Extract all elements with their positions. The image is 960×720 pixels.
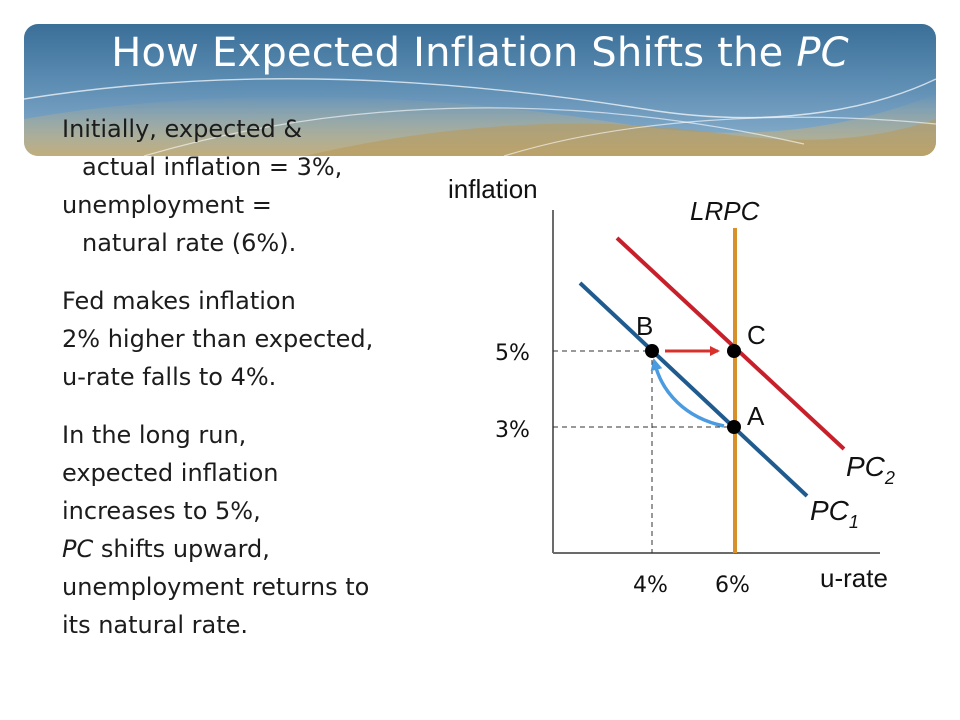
- para1-line1: Initially, expected &: [62, 115, 303, 143]
- banner-decoration: [24, 78, 936, 156]
- point-c-label: C: [747, 320, 766, 350]
- y-axis-label: inflation: [448, 174, 538, 204]
- phillips-curve-diagram: inflation u-rate LRPC PC2 PC1 B C A 5% 3…: [448, 174, 895, 598]
- point-b-dot: [645, 344, 659, 358]
- para2-line3: u-rate falls to 4%.: [62, 363, 277, 391]
- pc1-label: PC1: [810, 495, 859, 532]
- slide-title: How Expected Inflation Shifts the PC: [0, 30, 960, 76]
- para3-line3: increases to 5%,: [62, 497, 261, 525]
- pc2-label: PC2: [846, 451, 895, 488]
- para3-line4-rest: shifts upward,: [93, 535, 270, 563]
- para2-line2: 2% higher than expected,: [62, 325, 374, 353]
- tick-4pct: 4%: [633, 573, 668, 598]
- title-banner: [24, 24, 936, 156]
- para1-line3: unemployment =: [62, 191, 272, 219]
- tick-6pct: 6%: [715, 573, 750, 598]
- paragraph-initial: Initially, expected & actual inflation =…: [62, 110, 432, 262]
- title-italic-pc: PC: [796, 30, 849, 76]
- tick-3pct: 3%: [495, 418, 530, 443]
- lrpc-label: LRPC: [690, 196, 760, 226]
- para3-pc-italic: PC: [62, 535, 94, 563]
- title-text: How Expected Inflation Shifts the: [111, 30, 797, 76]
- para3-line2: expected inflation: [62, 459, 279, 487]
- paragraph-long-run: In the long run, expected inflation incr…: [62, 416, 432, 644]
- para3-line5: unemployment returns to: [62, 573, 370, 601]
- pc1-curve: [578, 281, 809, 498]
- pc2-curve: [615, 236, 846, 451]
- tick-5pct: 5%: [495, 341, 530, 366]
- point-a-label: A: [747, 401, 765, 431]
- point-a-dot: [727, 420, 741, 434]
- a-to-b-arrow: [650, 358, 725, 428]
- x-axis-label: u-rate: [820, 563, 888, 593]
- para1-line4: natural rate (6%).: [82, 229, 297, 257]
- para1-line2: actual inflation = 3%,: [82, 153, 343, 181]
- para2-line1: Fed makes inflation: [62, 287, 296, 315]
- point-b-label: B: [636, 311, 653, 341]
- para3-line1: In the long run,: [62, 421, 247, 449]
- para3-line4: PC shifts upward,: [62, 530, 432, 568]
- point-c-dot: [727, 344, 741, 358]
- paragraph-fed: Fed makes inflation 2% higher than expec…: [62, 282, 432, 396]
- para3-line6: its natural rate.: [62, 611, 248, 639]
